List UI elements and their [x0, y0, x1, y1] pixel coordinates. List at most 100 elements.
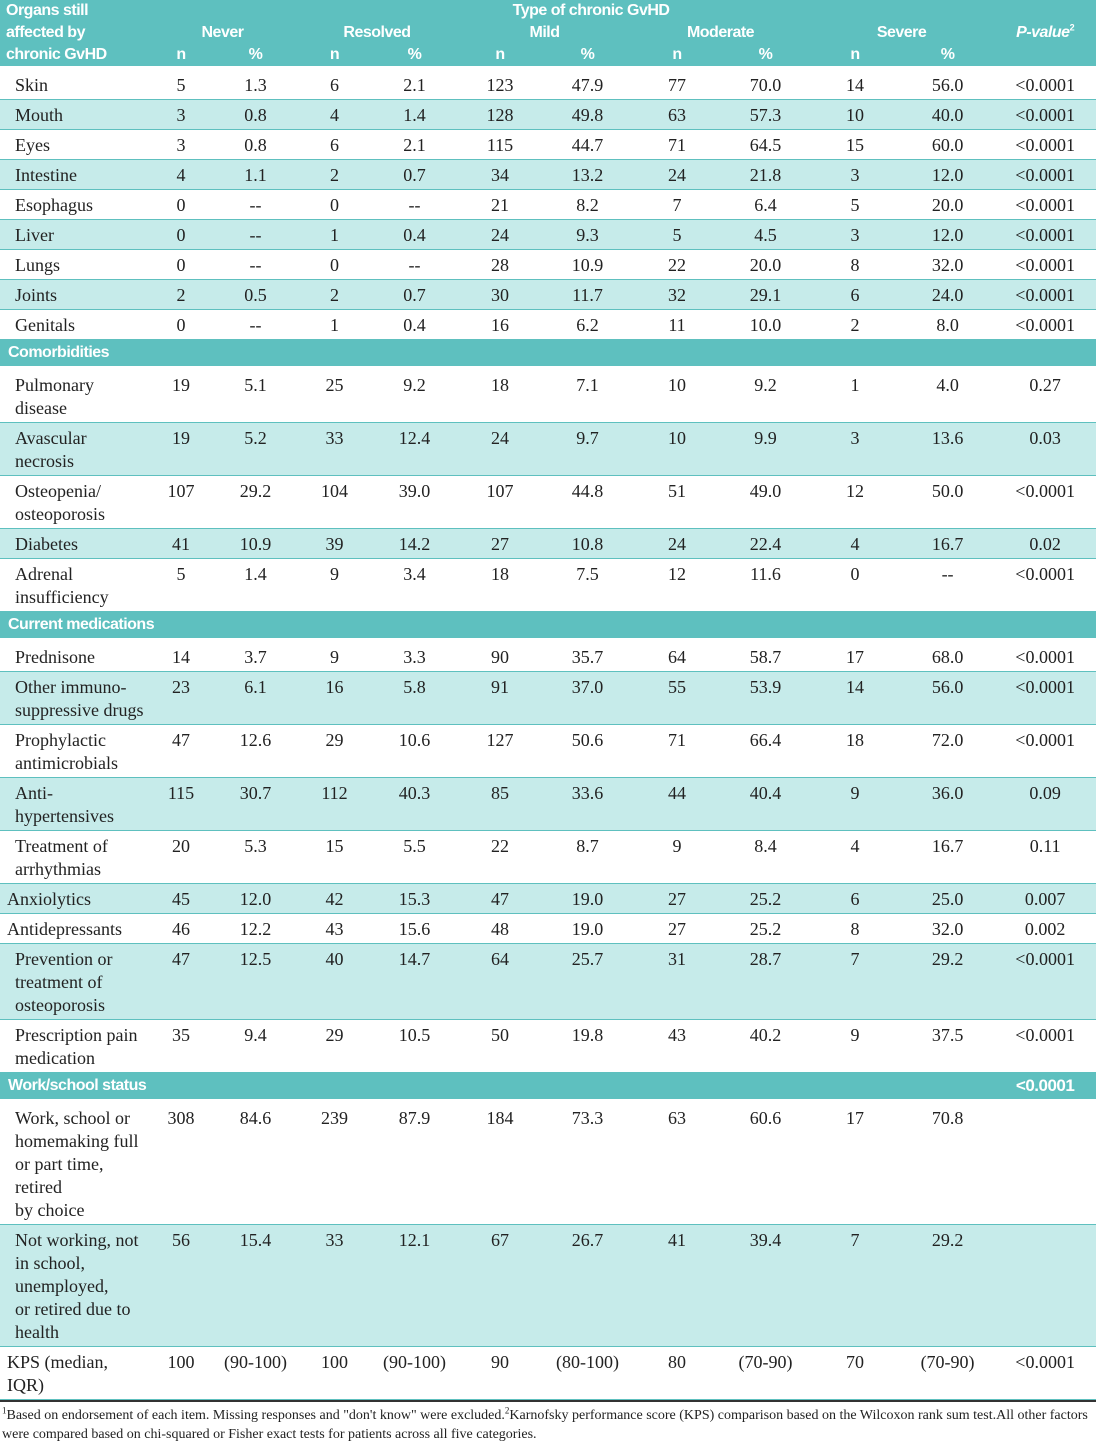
- percent-cell: 29.2: [901, 1224, 995, 1347]
- n-cell: 115: [457, 129, 543, 160]
- percent-cell: 19.0: [543, 883, 632, 914]
- n-cell: 12: [632, 558, 722, 612]
- percent-cell: 12.0: [214, 883, 297, 914]
- percent-cell: 9.2: [722, 370, 809, 423]
- percent-cell: 70.0: [722, 70, 809, 100]
- n-cell: 128: [457, 99, 543, 130]
- n-cell: 107: [457, 475, 543, 529]
- table-row: Liver 0 -- 1 0.4 24 9.3 5 4.5 3 12.0 <0.0001: [0, 219, 1097, 250]
- n-cell: 9: [297, 558, 372, 612]
- n-cell: 56: [148, 1224, 214, 1347]
- percent-cell: 29.2: [214, 475, 297, 529]
- footnote: 1Based on endorsement of each item. Miss…: [0, 1400, 1096, 1444]
- n-cell: 3: [809, 422, 901, 476]
- n-cell: 47: [148, 943, 214, 1020]
- percent-cell: --: [214, 189, 297, 220]
- percent-cell: 10.8: [543, 528, 632, 559]
- percent-cell: 0.4: [372, 309, 457, 340]
- row-label: Eyes: [0, 129, 148, 160]
- percent-cell: --: [214, 249, 297, 280]
- percent-cell: 40.0: [901, 99, 995, 130]
- percent-cell: 12.0: [901, 159, 995, 190]
- n-cell: 0: [148, 189, 214, 220]
- table-row: KPS (median, IQR) 100 (90-100) 100 (90-100) 9…: [0, 1346, 1097, 1400]
- n-cell: 33: [297, 1224, 372, 1347]
- n-cell: 41: [148, 528, 214, 559]
- percent-cell: 32.0: [901, 249, 995, 280]
- table-header: Organs still Type of chronic GvHD affect…: [0, 0, 1097, 70]
- percent-cell: 57.3: [722, 99, 809, 130]
- n-cell: 10: [632, 422, 722, 476]
- row-label-header-line2: affected by: [0, 22, 148, 44]
- pvalue-cell: [994, 1224, 1097, 1347]
- row-label: Anti-hypertensives: [0, 777, 148, 831]
- n-cell: 44: [632, 777, 722, 831]
- percent-cell: 0.8: [214, 129, 297, 160]
- row-label: Skin: [0, 70, 148, 100]
- n-cell: 34: [457, 159, 543, 190]
- n-cell: 91: [457, 671, 543, 725]
- table-row: Avascular necrosis 19 5.2 33 12.4 24 9.7 10 9.9 3…: [0, 422, 1097, 476]
- pvalue-cell: 0.09: [994, 777, 1097, 831]
- percent-cell: 12.6: [214, 724, 297, 778]
- n-cell: 45: [148, 883, 214, 914]
- n-cell: 18: [809, 724, 901, 778]
- n-column-header: n: [297, 44, 372, 66]
- percent-cell: 8.2: [543, 189, 632, 220]
- table-row: Prednisone 14 3.7 9 3.3 90 35.7 64 58.7 17 68.0 <0.…: [0, 642, 1097, 672]
- percent-cell: 36.0: [901, 777, 995, 831]
- percent-cell: 56.0: [901, 70, 995, 100]
- percent-cell: 19.8: [543, 1019, 632, 1073]
- pvalue-cell: <0.0001: [994, 70, 1097, 100]
- pvalue-cell: 0.27: [994, 370, 1097, 423]
- percent-cell: 11.6: [722, 558, 809, 612]
- n-cell: 2: [148, 279, 214, 310]
- percent-cell: 5.2: [214, 422, 297, 476]
- n-column-header: n: [809, 44, 901, 66]
- n-cell: 67: [457, 1224, 543, 1347]
- table-row: Eyes 3 0.8 6 2.1 115 44.7 71 64.5 15 60.0 <0.0001: [0, 129, 1097, 160]
- pvalue-cell: <0.0001: [994, 279, 1097, 310]
- n-cell: 29: [297, 724, 372, 778]
- n-cell: 115: [148, 777, 214, 831]
- percent-cell: 44.8: [543, 475, 632, 529]
- table-row: Pulmonary disease 19 5.1 25 9.2 18 7.1 10 9.2 1 4.…: [0, 370, 1097, 423]
- n-cell: 55: [632, 671, 722, 725]
- section-title: Current medications: [0, 611, 995, 638]
- percent-cell: 0.4: [372, 219, 457, 250]
- n-cell: 18: [457, 370, 543, 423]
- percent-cell: 64.5: [722, 129, 809, 160]
- n-cell: 100: [148, 1346, 214, 1400]
- group-mild: Mild: [457, 22, 632, 44]
- table-row: Anxiolytics 45 12.0 42 15.3 47 19.0 27 25.2 6 25.0…: [0, 883, 1097, 914]
- percent-cell: 14.7: [372, 943, 457, 1020]
- percent-cell: 9.7: [543, 422, 632, 476]
- n-cell: 100: [297, 1346, 372, 1400]
- table-row: Mouth 3 0.8 4 1.4 128 49.8 63 57.3 10 40.0 <0.0001: [0, 99, 1097, 130]
- pvalue-cell: <0.0001: [994, 219, 1097, 250]
- n-cell: 28: [457, 249, 543, 280]
- percent-cell: 12.5: [214, 943, 297, 1020]
- percent-cell: 28.7: [722, 943, 809, 1020]
- percent-cell: 35.7: [543, 642, 632, 672]
- pvalue-cell: <0.0001: [994, 671, 1097, 725]
- n-cell: 10: [632, 370, 722, 423]
- section-title: Comorbidities: [0, 339, 995, 366]
- percent-column-header: %: [214, 44, 297, 66]
- percent-cell: 39.4: [722, 1224, 809, 1347]
- table-row: Joints 2 0.5 2 0.7 30 11.7 32 29.1 6 24.0 <0.0001: [0, 279, 1097, 310]
- percent-column-header: %: [722, 44, 809, 66]
- n-cell: 27: [632, 913, 722, 944]
- n-cell: 308: [148, 1103, 214, 1225]
- n-cell: 3: [148, 129, 214, 160]
- section-header: Current medications: [0, 611, 1097, 638]
- row-label: Pulmonary disease: [0, 370, 148, 423]
- percent-cell: 11.7: [543, 279, 632, 310]
- percent-cell: 5.5: [372, 830, 457, 884]
- n-cell: 29: [297, 1019, 372, 1073]
- percent-cell: 33.6: [543, 777, 632, 831]
- n-cell: 3: [809, 219, 901, 250]
- row-label: Esophagus: [0, 189, 148, 220]
- percent-cell: 9.9: [722, 422, 809, 476]
